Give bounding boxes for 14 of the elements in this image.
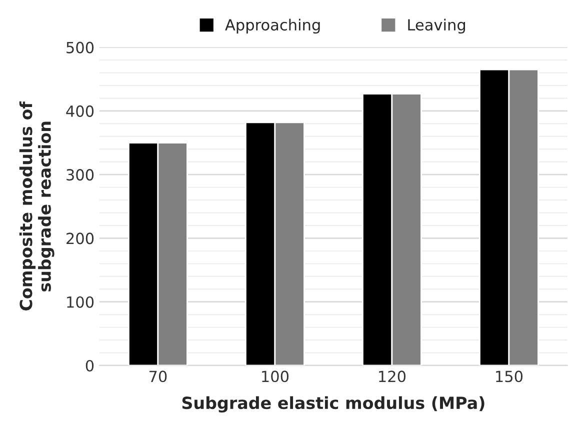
x-tick-label: 100 <box>262 370 289 382</box>
x-tick-label: 150 <box>496 370 523 382</box>
y-tick-label: 100 <box>67 296 94 308</box>
y-tick-label: 400 <box>66 105 94 117</box>
y-axis-title: Composite modulus of subgrade reaction <box>19 101 54 310</box>
legend-label: Leaving <box>408 18 465 34</box>
x-tick-label: 120 <box>379 370 406 382</box>
y-tick-label: 300 <box>66 169 94 181</box>
y-tick-label: 0 <box>86 360 94 372</box>
x-axis-title: Subgrade elastic modulus (MPa) <box>182 396 484 413</box>
y-tick-label: 200 <box>66 232 94 244</box>
legend-label: Approaching <box>225 18 320 34</box>
x-tick-label: 70 <box>149 370 167 382</box>
y-tick-label: 500 <box>66 42 94 54</box>
